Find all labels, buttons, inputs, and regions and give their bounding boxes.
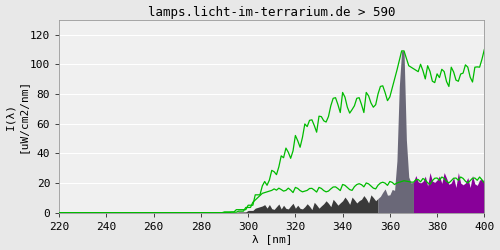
Y-axis label: I(λ)
[uW/cm2/nm]: I(λ) [uW/cm2/nm] [6, 79, 27, 153]
X-axis label: λ [nm]: λ [nm] [252, 234, 292, 244]
Title: lamps.licht-im-terrarium.de > 590: lamps.licht-im-terrarium.de > 590 [148, 6, 396, 18]
